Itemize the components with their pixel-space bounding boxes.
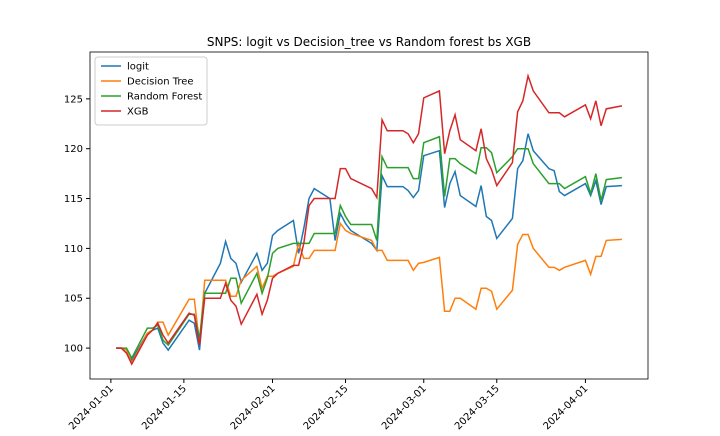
legend-label: Decision Tree (127, 77, 194, 88)
y-tick-label: 120 (64, 144, 83, 155)
legend-box (94, 56, 208, 126)
y-tick-label: 100 (64, 344, 83, 355)
series-line (116, 133, 622, 362)
y-tick-label: 115 (64, 194, 83, 205)
plot-frame (89, 51, 649, 380)
chart-title: SNPS: logit vs Decision_tree vs Random f… (207, 35, 531, 49)
legend-label: Random Forest (127, 92, 202, 103)
legend-label: logit (127, 62, 149, 73)
y-tick-label: 110 (64, 244, 83, 255)
y-tick-label: 125 (64, 94, 83, 105)
legend-label: XGB (127, 107, 149, 118)
y-tick-label: 105 (64, 294, 83, 305)
series-line (116, 73, 623, 366)
series-line (116, 135, 623, 360)
